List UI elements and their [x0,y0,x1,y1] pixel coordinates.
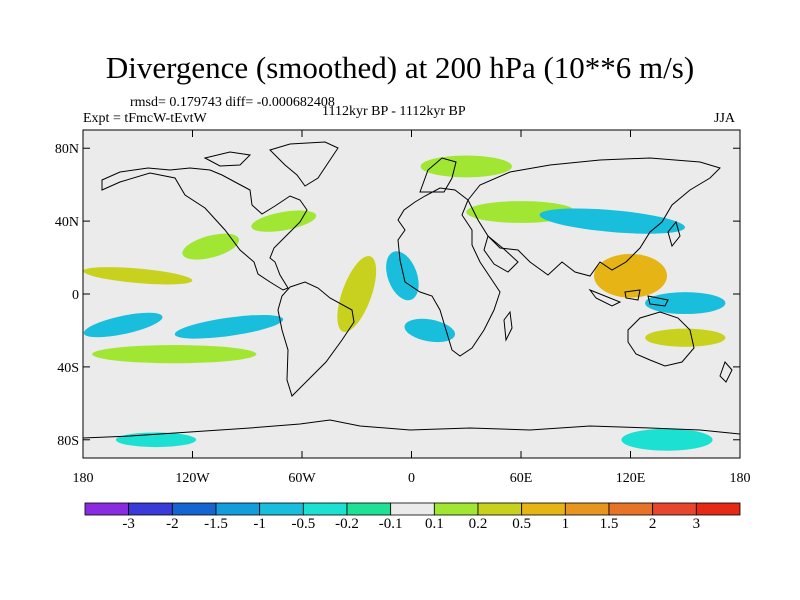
field-blob [92,345,257,364]
lat-tick-label: 80N [55,142,79,157]
scandinavia-coastline [419,157,457,193]
colorbar-label: -1.5 [204,516,228,532]
colorbar-swatch [259,502,304,516]
lat-tick-label: 80S [57,434,79,449]
lon-tick-label: 60E [510,471,533,486]
arctic-islands-coastline [203,151,252,167]
colorbar [84,502,741,516]
colorbar-swatch [477,502,523,516]
colorbar-label: 0.2 [468,516,488,532]
lon-tick-label: 120E [616,471,646,486]
arabia-coastline [483,235,519,273]
colorbar-swatch [302,502,348,516]
indonesia-coastline [588,288,669,307]
north-america-coastline [101,167,308,291]
colorbar-label: 2 [648,516,657,532]
field-blob [645,292,726,315]
field-blob [420,155,512,178]
lat-tick-label: 0 [72,288,79,303]
field-blob [83,267,193,285]
coastlines [83,141,740,439]
field-blob [594,253,667,298]
lat-tick-label: 40S [57,361,79,376]
colorbar-swatch [564,502,610,516]
field-blob [337,255,377,333]
colorbar-swatch [215,502,261,516]
europe-africa-coastline [397,187,501,357]
madagascar-coastline [503,310,513,342]
colorbar-swatch [171,502,217,516]
colorbar-label: -0.5 [291,516,316,532]
colorbar-label: -3 [122,516,135,532]
field-blob [539,208,685,234]
colorbar-swatch [521,502,566,516]
australia-coastline [627,311,695,367]
colorbar-label: 0.1 [424,516,444,532]
colorbar-swatch [652,502,697,516]
divergence-field [83,155,726,451]
experiment-label: Expt = tFmcW-tEvtW [83,111,207,126]
lat-tick-label: 40N [55,215,79,230]
field-blob [174,314,284,339]
colorbar-label: -0.1 [378,516,403,532]
colorbar-label: -1 [253,516,266,532]
season-label: JJA [714,111,736,126]
colorbar-swatch [433,502,479,516]
lon-tick-label: 180 [73,471,94,486]
field-blob [115,432,197,448]
map-axes: 80N 40N 0 40S 80S 180 120W 60W 0 60E 120E 180 [55,130,751,486]
field-blob [182,233,240,260]
field-blob [251,210,317,232]
lon-tick-label: 60W [288,471,316,486]
colorbar-swatch [608,502,654,516]
colorbar-label: 1 [561,516,570,532]
colorbar-label: 3 [692,516,701,532]
colorbar-label: 0.5 [512,516,532,532]
colorbar-swatch [84,502,130,516]
field-blob [645,328,726,347]
south-america-coastline [277,281,355,397]
rmsd-diff-stats: rmsd= 0.179743 diff= -0.000682408 [130,95,335,110]
colorbar-label: -0.2 [335,516,359,532]
colorbar-swatch [695,502,741,516]
plot-title: Divergence (smoothed) at 200 hPa (10**6 … [105,50,695,85]
field-blob [621,428,713,451]
greenland-coastline [269,141,339,187]
time-period-label: 1112kyr BP - 1112kyr BP [322,104,466,119]
field-blob [404,318,455,343]
japan-coastline [667,220,681,248]
field-blob [83,312,163,338]
colorbar-label: 1.5 [599,516,619,532]
new-zealand-coastline [719,361,733,383]
lon-tick-label: 120W [175,471,210,486]
colorbar-swatch [128,502,173,516]
colorbar-swatch [346,502,392,516]
lon-tick-label: 0 [408,471,415,486]
asia-coastline [467,157,721,277]
colorbar-label: -2 [166,516,179,532]
antarctica-coastline [83,419,740,439]
lon-tick-label: 180 [730,471,751,486]
field-blob [386,251,419,301]
colorbar-swatch [390,502,435,516]
